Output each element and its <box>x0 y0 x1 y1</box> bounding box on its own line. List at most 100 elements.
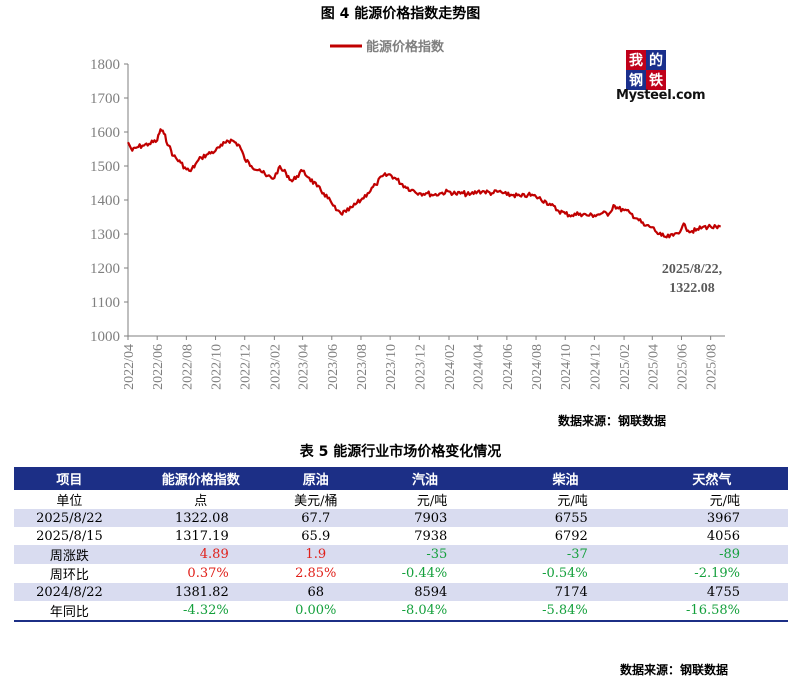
price-table: 项目 能源价格指数 原油 汽油 柴油 天然气 单位 点 美元/桶 元/吨 元/吨… <box>14 467 788 622</box>
table-row: 年同比 -4.32% 0.00% -8.04% -5.84% -16.58% <box>14 601 788 622</box>
y-tick-label: 1300 <box>90 227 120 243</box>
line-chart: 1000 1100 1200 1300 1400 1500 1600 1700 1800 202… <box>90 39 725 390</box>
y-tick-label: 1200 <box>90 261 120 277</box>
logo-char: 钢 <box>626 70 646 90</box>
table-title: 表 5 能源行业市场价格变化情况 <box>299 444 502 460</box>
logo-char: 我 <box>626 50 646 70</box>
y-tick-label: 1400 <box>90 193 120 209</box>
table-cell: 7903 <box>354 509 496 527</box>
table-cell: 67.7 <box>276 509 355 527</box>
table-cell: 1.9 <box>276 545 355 564</box>
series-layer <box>127 128 721 239</box>
row-label: 2024/8/22 <box>14 583 125 601</box>
unit-cell: 元/吨 <box>354 490 496 509</box>
y-tick-label: 1100 <box>91 295 120 311</box>
x-tick-label: 2023/08 <box>355 344 370 390</box>
chart-source: 数据来源：钢联数据 <box>558 414 667 428</box>
table-row: 2025/8/22 1322.08 67.7 7903 6755 3967 <box>14 509 788 527</box>
table-cell: 1322.08 <box>124 509 277 527</box>
logo-char: 铁 <box>646 70 666 90</box>
x-tick-label: 2025/06 <box>675 344 690 390</box>
table-cell: -35 <box>354 545 496 564</box>
table-cell: 7938 <box>354 527 496 545</box>
table-cell: 3967 <box>635 509 788 527</box>
table-row: 周环比 0.37% 2.85% -0.44% -0.54% -2.19% <box>14 564 788 583</box>
table-cell: -16.58% <box>635 601 788 622</box>
annotation-line: 1322.08 <box>669 281 715 296</box>
series-line <box>127 128 721 239</box>
x-tick-label: 2025/02 <box>618 344 633 390</box>
table-row: 周涨跌 4.89 1.9 -35 -37 -89 <box>14 545 788 564</box>
x-axis: 2022/04 2022/06 2022/08 2022/10 2022/12 2023/… <box>122 335 725 390</box>
row-label: 周涨跌 <box>14 545 125 564</box>
x-tick-label: 2022/04 <box>122 344 137 390</box>
unit-cell: 元/吨 <box>495 490 636 509</box>
y-axis: 1000 1100 1200 1300 1400 1500 1600 1700 1800 <box>90 57 129 345</box>
x-tick-label: 2024/04 <box>472 344 487 390</box>
x-tick-label: 2022/10 <box>210 344 225 390</box>
x-tick-label: 2023/02 <box>268 344 283 390</box>
logo-char: 的 <box>646 50 666 70</box>
table-cell: -0.44% <box>354 564 496 583</box>
y-tick-label: 1500 <box>90 159 120 175</box>
x-tick-label: 2025/08 <box>705 344 720 390</box>
unit-cell: 元/吨 <box>635 490 788 509</box>
table-cell: 1317.19 <box>124 527 277 545</box>
x-tick-label: 2022/06 <box>151 344 166 390</box>
table-cell: 6792 <box>495 527 636 545</box>
x-tick-label: 2022/08 <box>180 344 195 390</box>
table-source: 数据来源：钢联数据 <box>620 663 729 677</box>
table-cell: -2.19% <box>635 564 788 583</box>
x-tick-label: 2023/10 <box>384 344 399 390</box>
x-tick-label: 2024/08 <box>530 344 545 390</box>
chart-legend: 能源价格指数 <box>330 39 445 55</box>
header-gasoline: 汽油 <box>354 467 496 490</box>
table-cell: -8.04% <box>354 601 496 622</box>
table-cell: -0.54% <box>495 564 636 583</box>
x-tick-label: 2024/06 <box>501 344 516 390</box>
table-cell: 6755 <box>495 509 636 527</box>
table-cell: 4056 <box>635 527 788 545</box>
table-cell: -37 <box>495 545 636 564</box>
table-cell: 0.00% <box>276 601 355 622</box>
unit-cell: 点 <box>124 490 277 509</box>
row-label: 2025/8/15 <box>14 527 125 545</box>
y-tick-label: 1700 <box>90 91 120 107</box>
x-tick-label: 2024/02 <box>443 344 458 390</box>
logo-brand: Mysteel.com <box>616 88 706 103</box>
table-header-row: 项目 能源价格指数 原油 汽油 柴油 天然气 <box>14 467 788 490</box>
table-cell: 1381.82 <box>124 583 277 601</box>
table-cell: -89 <box>635 545 788 564</box>
annotation-line: 2025/8/22, <box>662 262 722 277</box>
table-cell: 2.85% <box>276 564 355 583</box>
x-tick-label: 2023/04 <box>297 344 312 390</box>
x-tick-label: 2023/06 <box>326 344 341 390</box>
row-label: 2025/8/22 <box>14 509 125 527</box>
table-row: 2025/8/15 1317.19 65.9 7938 6792 4056 <box>14 527 788 545</box>
legend-label: 能源价格指数 <box>366 39 445 55</box>
x-tick-label: 2024/12 <box>588 344 603 390</box>
table-row-units: 单位 点 美元/桶 元/吨 元/吨 元/吨 <box>14 490 788 509</box>
table-cell: 65.9 <box>276 527 355 545</box>
figure-title: 图 4 能源价格指数走势图 <box>320 6 481 22</box>
table-cell: 68 <box>276 583 355 601</box>
table-cell: 7174 <box>495 583 636 601</box>
header-crude-oil: 原油 <box>276 467 355 490</box>
x-tick-label: 2022/12 <box>239 344 254 390</box>
table-cell: 8594 <box>354 583 496 601</box>
header-item: 项目 <box>14 467 125 490</box>
table-row: 2024/8/22 1381.82 68 8594 7174 4755 <box>14 583 788 601</box>
y-tick-label: 1800 <box>90 57 120 73</box>
table-cell: 4755 <box>635 583 788 601</box>
header-natural-gas: 天然气 <box>635 467 788 490</box>
chart-annotation: 2025/8/22, 1322.08 <box>662 262 722 296</box>
x-tick-label: 2023/12 <box>413 344 428 390</box>
row-label: 周环比 <box>14 564 125 583</box>
y-tick-label: 1000 <box>90 329 120 345</box>
table-cell: -4.32% <box>124 601 277 622</box>
row-label: 年同比 <box>14 601 125 622</box>
table-cell: -5.84% <box>495 601 636 622</box>
table-cell: 0.37% <box>124 564 277 583</box>
y-tick-label: 1600 <box>90 125 120 141</box>
header-energy-index: 能源价格指数 <box>124 467 277 490</box>
